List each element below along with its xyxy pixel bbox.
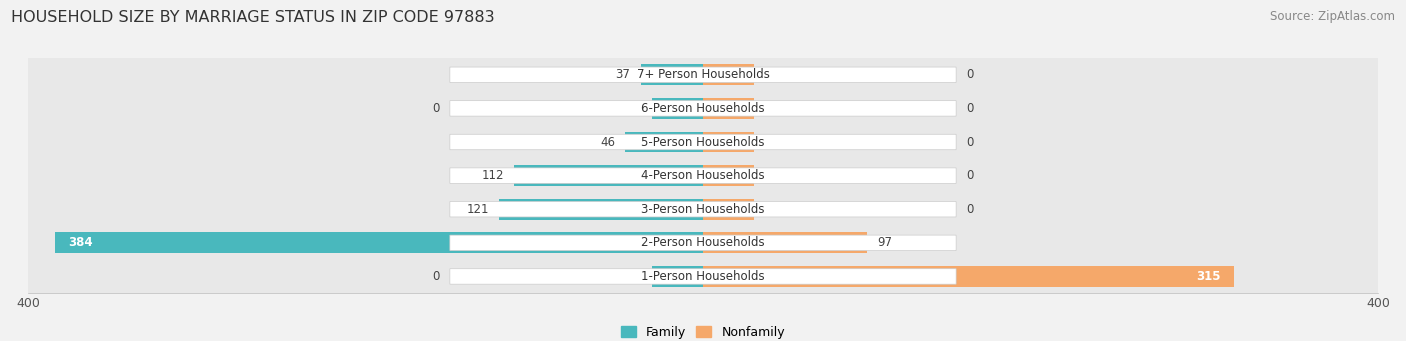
Legend: Family, Nonfamily: Family, Nonfamily: [621, 326, 785, 339]
Bar: [652, 266, 703, 287]
FancyBboxPatch shape: [28, 259, 1378, 294]
Text: Source: ZipAtlas.com: Source: ZipAtlas.com: [1270, 10, 1395, 23]
FancyBboxPatch shape: [28, 192, 1378, 227]
Text: 384: 384: [69, 236, 93, 249]
Bar: [703, 98, 754, 119]
FancyBboxPatch shape: [28, 91, 1378, 126]
Text: 0: 0: [966, 135, 973, 148]
Bar: [641, 64, 703, 85]
Bar: [652, 98, 703, 119]
Text: 0: 0: [966, 203, 973, 216]
Text: 37: 37: [616, 68, 630, 81]
FancyBboxPatch shape: [450, 101, 956, 116]
Bar: [626, 132, 703, 152]
Bar: [499, 199, 703, 220]
FancyBboxPatch shape: [28, 124, 1378, 160]
Text: 7+ Person Households: 7+ Person Households: [637, 68, 769, 81]
Text: 46: 46: [600, 135, 616, 148]
Bar: [703, 199, 754, 220]
FancyBboxPatch shape: [28, 57, 1378, 92]
Text: 3-Person Households: 3-Person Households: [641, 203, 765, 216]
FancyBboxPatch shape: [450, 134, 956, 150]
Text: 6-Person Households: 6-Person Households: [641, 102, 765, 115]
Bar: [703, 266, 1234, 287]
Bar: [515, 165, 703, 186]
Text: 1-Person Households: 1-Person Households: [641, 270, 765, 283]
Text: 0: 0: [433, 270, 440, 283]
Bar: [55, 233, 703, 253]
Text: 0: 0: [966, 169, 973, 182]
Text: 97: 97: [877, 236, 891, 249]
Text: 0: 0: [966, 68, 973, 81]
Bar: [703, 165, 754, 186]
FancyBboxPatch shape: [28, 158, 1378, 193]
Text: 315: 315: [1197, 270, 1220, 283]
Bar: [703, 64, 754, 85]
Text: 0: 0: [966, 102, 973, 115]
FancyBboxPatch shape: [28, 225, 1378, 260]
FancyBboxPatch shape: [450, 269, 956, 284]
Text: 112: 112: [481, 169, 503, 182]
Text: 4-Person Households: 4-Person Households: [641, 169, 765, 182]
FancyBboxPatch shape: [450, 202, 956, 217]
Bar: [703, 132, 754, 152]
Text: HOUSEHOLD SIZE BY MARRIAGE STATUS IN ZIP CODE 97883: HOUSEHOLD SIZE BY MARRIAGE STATUS IN ZIP…: [11, 10, 495, 25]
FancyBboxPatch shape: [450, 168, 956, 183]
Bar: [703, 233, 866, 253]
Text: 2-Person Households: 2-Person Households: [641, 236, 765, 249]
Text: 0: 0: [433, 102, 440, 115]
FancyBboxPatch shape: [450, 67, 956, 83]
FancyBboxPatch shape: [450, 235, 956, 251]
Text: 5-Person Households: 5-Person Households: [641, 135, 765, 148]
Text: 121: 121: [467, 203, 489, 216]
